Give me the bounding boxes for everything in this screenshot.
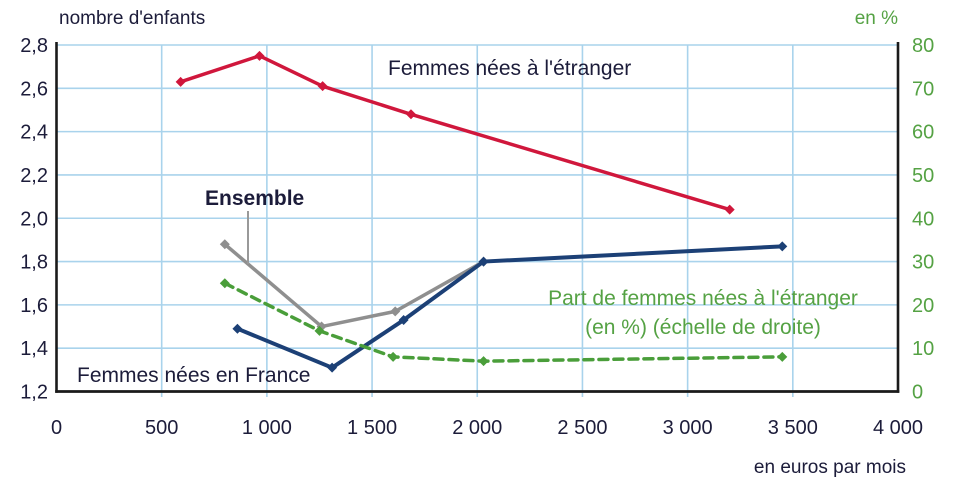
right-axis-tick-label: 40 <box>912 208 934 230</box>
data-point-marker <box>478 356 489 367</box>
right-axis-tick-label: 60 <box>912 122 934 144</box>
x-axis-unit-label: en euros par mois <box>754 457 906 478</box>
right-axis-tick-label: 50 <box>912 165 934 187</box>
left-axis-tick-label: 2,6 <box>20 78 48 100</box>
data-point-marker <box>219 239 230 250</box>
left-axis-tick-label: 2,0 <box>20 208 48 230</box>
data-point-marker <box>175 76 186 87</box>
right-axis-tick-label: 10 <box>912 338 934 360</box>
left-axis-tick-label: 1,4 <box>20 338 48 360</box>
series-label-femmes-france: Femmes nées en France <box>77 364 310 387</box>
series-label-part-line2: (en %) (échelle de droite) <box>585 316 821 339</box>
tick-labels: 2,8 2,6 2,4 2,2 2,0 1,8 1,6 1,4 1,2 80 70 60 50 40 30 2… <box>20 35 934 439</box>
data-point-marker <box>390 306 401 317</box>
x-axis-tick-label: 4 000 <box>873 417 923 439</box>
x-axis-tick-label: 1 500 <box>347 417 397 439</box>
data-point-marker <box>327 362 338 373</box>
axes <box>55 42 900 393</box>
left-axis-tick-label: 1,6 <box>20 295 48 317</box>
x-axis-tick-label: 0 <box>51 417 62 439</box>
series-line-1 <box>223 242 486 329</box>
gridlines <box>56 44 898 397</box>
right-axis-tick-label: 80 <box>912 35 934 57</box>
left-axis-tick-label: 2,2 <box>20 165 48 187</box>
series-label-part-line1: Part de femmes nées à l'étranger <box>548 287 858 310</box>
left-axis-tick-label: 1,8 <box>20 252 48 274</box>
x-axis-tick-label: 3 000 <box>663 417 713 439</box>
x-axis-tick-label: 2 000 <box>452 417 502 439</box>
right-axis-tick-label: 0 <box>912 382 923 404</box>
data-point-marker <box>724 204 735 215</box>
chart-annotations: nombre d'enfants en % Femmes nées à l'ét… <box>59 8 906 478</box>
data-series <box>175 50 788 373</box>
data-point-marker <box>777 241 788 252</box>
data-point-marker <box>388 351 399 362</box>
x-axis-tick-label: 3 500 <box>768 417 818 439</box>
data-point-marker <box>314 325 325 336</box>
right-axis-title: en % <box>855 8 898 29</box>
x-axis-tick-label: 500 <box>145 417 178 439</box>
data-point-marker <box>478 256 489 267</box>
data-point-marker <box>219 278 230 289</box>
data-point-marker <box>317 81 328 92</box>
right-axis-tick-label: 70 <box>912 78 934 100</box>
x-axis-tick-label: 2 500 <box>557 417 607 439</box>
left-axis-tick-label: 2,8 <box>20 35 48 57</box>
series-label-ensemble: Ensemble <box>205 187 304 210</box>
x-axis-tick-label: 1 000 <box>242 417 292 439</box>
right-axis-tick-label: 30 <box>912 252 934 274</box>
data-point-marker <box>398 315 409 326</box>
series-label-femmes-etranger: Femmes nées à l'étranger <box>388 57 631 80</box>
data-point-marker <box>254 50 265 61</box>
right-axis-tick-label: 20 <box>912 295 934 317</box>
left-axis-tick-label: 2,4 <box>20 122 48 144</box>
left-axis-tick-label: 1,2 <box>20 382 48 404</box>
data-point-marker <box>405 109 416 120</box>
data-point-marker <box>777 351 788 362</box>
data-point-marker <box>232 323 243 334</box>
left-axis-title: nombre d'enfants <box>59 8 205 29</box>
